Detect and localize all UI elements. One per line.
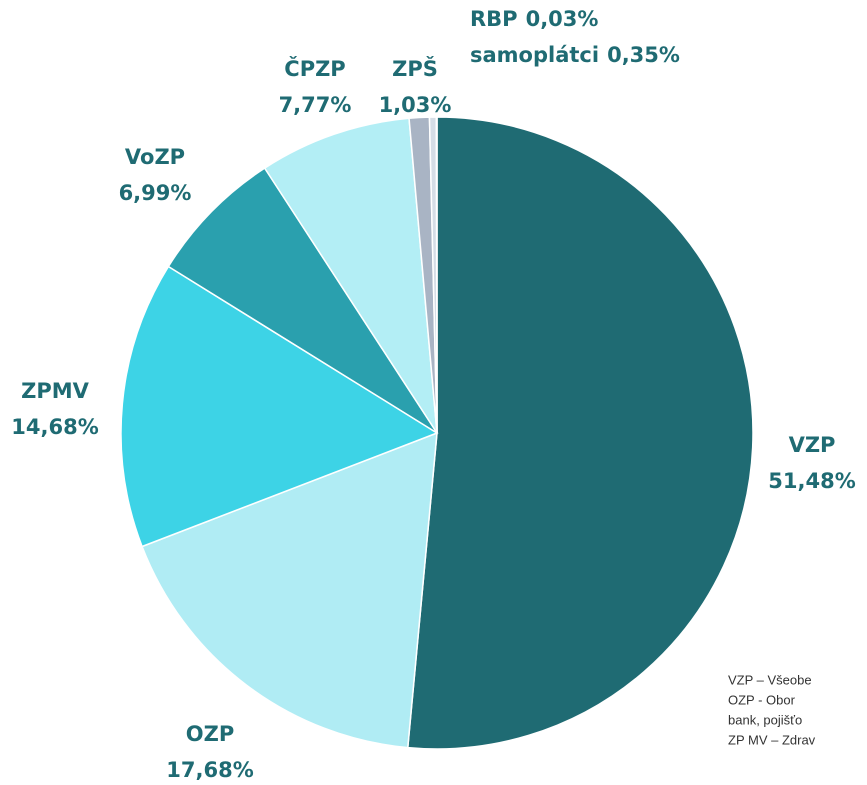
slice-label: samoplátci (470, 43, 599, 67)
slice-label: ZPMV (21, 379, 90, 403)
slice-value: 6,99% (119, 181, 192, 205)
slice-label: VoZP (125, 145, 185, 169)
pie-slice (141, 431, 438, 749)
slice-label: VZP (789, 433, 836, 457)
pie-slice (120, 265, 439, 548)
footnote: ZP MV – Zdrav (728, 732, 816, 747)
pie-slice (263, 117, 438, 434)
footnote: bank, pojišťo (728, 712, 802, 727)
slice-value: 17,68% (166, 758, 253, 782)
slice-value: 51,48% (768, 469, 855, 493)
pie-slice (167, 167, 438, 434)
footnote: VZP – Všeobe (728, 672, 812, 687)
slice-label: OZP (186, 722, 234, 746)
slice-value: 7,77% (279, 93, 352, 117)
slice-value: 0,03% (526, 7, 599, 31)
pie-slice (406, 116, 754, 750)
pie-slice (435, 116, 438, 434)
footnote: OZP - Obor (728, 692, 796, 707)
slice-value: 0,35% (607, 43, 680, 67)
slice-value: 1,03% (379, 93, 452, 117)
slice-label: ZPŠ (392, 56, 438, 81)
slice-label: ČPZP (284, 56, 345, 81)
slice-value: 14,68% (11, 415, 98, 439)
slice-label: RBP (470, 7, 518, 31)
